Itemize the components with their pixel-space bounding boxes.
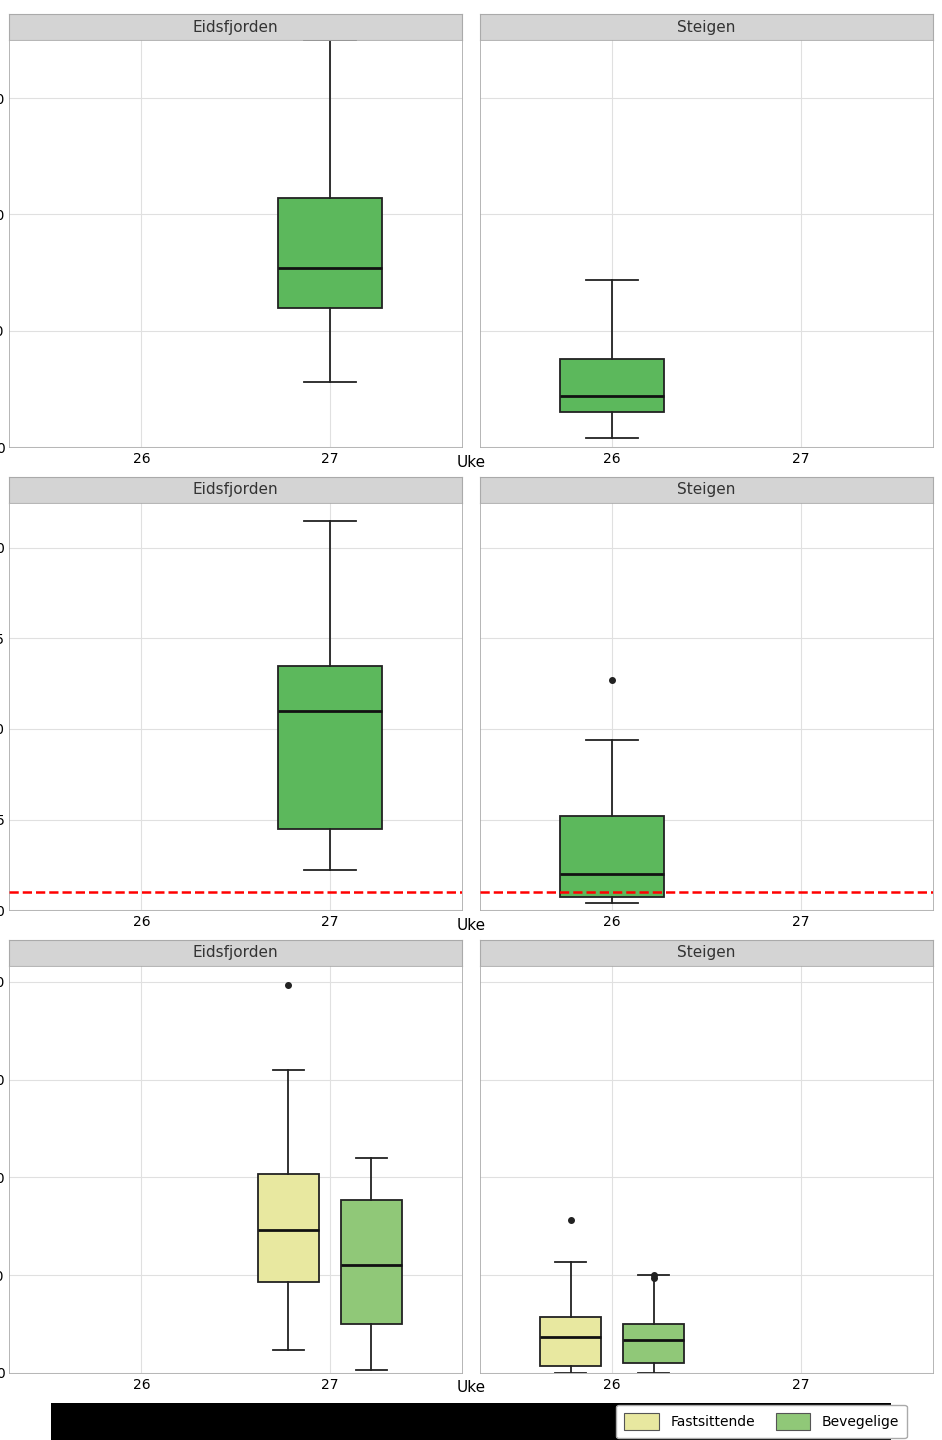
Text: Uke: Uke [457, 917, 485, 933]
Text: Steigen: Steigen [677, 945, 736, 960]
Text: Uke: Uke [457, 1381, 485, 1395]
PathPatch shape [258, 1174, 318, 1282]
Legend: Fastsittende, Bevegelige: Fastsittende, Bevegelige [616, 1404, 907, 1439]
Text: Steigen: Steigen [677, 20, 736, 35]
Text: Eidsfjorden: Eidsfjorden [193, 20, 279, 35]
Text: Eidsfjorden: Eidsfjorden [193, 482, 279, 497]
PathPatch shape [541, 1318, 601, 1367]
Text: Eidsfjorden: Eidsfjorden [193, 945, 279, 960]
PathPatch shape [560, 359, 664, 412]
PathPatch shape [278, 199, 382, 308]
PathPatch shape [560, 816, 664, 897]
PathPatch shape [278, 665, 382, 828]
PathPatch shape [624, 1323, 684, 1364]
Text: Uke: Uke [457, 455, 485, 469]
Text: Steigen: Steigen [677, 482, 736, 497]
PathPatch shape [341, 1200, 401, 1323]
